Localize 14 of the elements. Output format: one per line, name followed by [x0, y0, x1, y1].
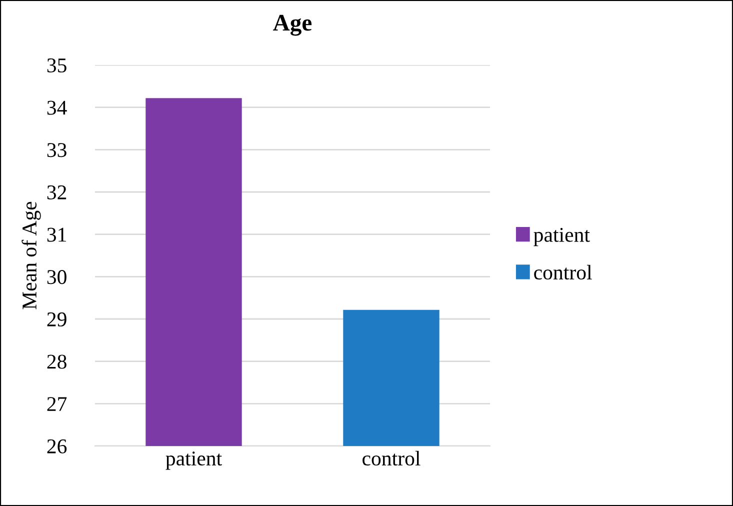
y-tick-label: 35: [47, 58, 66, 72]
legend-label: patient: [534, 228, 590, 246]
y-tick-label: 27: [47, 397, 67, 411]
chart-title: Age: [273, 14, 312, 36]
y-axis-title: Mean of Age: [22, 202, 41, 310]
y-tick-label: 32: [47, 185, 66, 200]
y-tick-label: 26: [47, 439, 67, 454]
y-tick-label: 33: [47, 143, 66, 158]
y-tick-label: 34: [47, 100, 67, 115]
y-tick-label: 29: [47, 312, 66, 326]
y-tick-label: 30: [47, 270, 66, 284]
legend-label: control: [534, 264, 592, 280]
y-tick-label: 31: [47, 228, 66, 242]
y-tick-label: 28: [47, 354, 66, 369]
